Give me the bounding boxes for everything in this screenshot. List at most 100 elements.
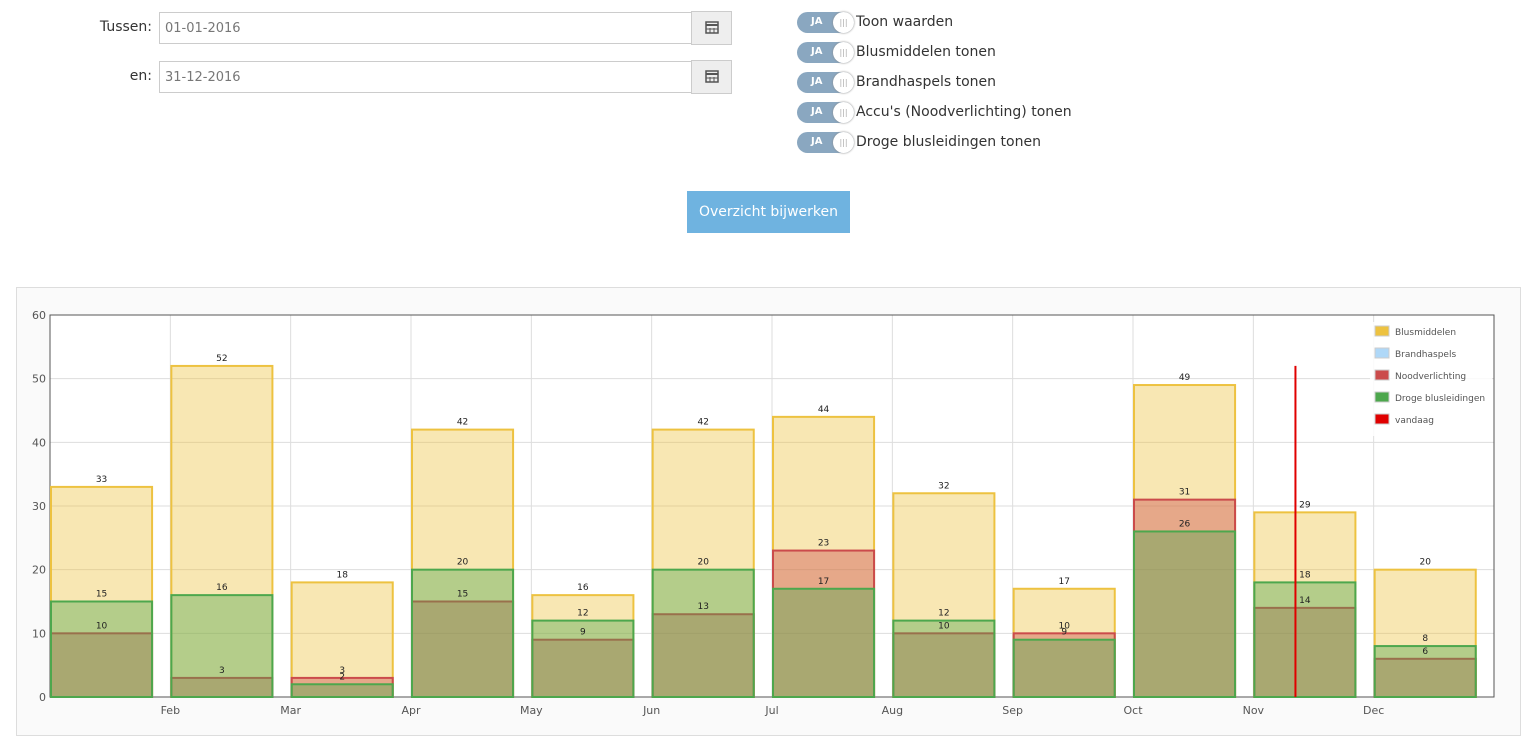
data-label: 14 bbox=[1299, 596, 1311, 606]
bar bbox=[1012, 632, 1116, 698]
bar bbox=[1373, 657, 1477, 698]
y-tick-label: 60 bbox=[32, 309, 46, 322]
data-label: 44 bbox=[818, 405, 830, 415]
data-label: 20 bbox=[697, 558, 709, 568]
legend-label: Droge blusleidingen bbox=[1395, 394, 1485, 404]
toggle-state: JA bbox=[811, 136, 823, 147]
bar bbox=[50, 485, 154, 698]
toggle[interactable]: JA ||| bbox=[797, 42, 854, 63]
legend-swatch bbox=[1374, 347, 1390, 359]
data-label: 12 bbox=[938, 609, 949, 619]
bar bbox=[531, 638, 635, 699]
x-tick-label: Sep bbox=[1002, 704, 1023, 717]
toggle-knob: ||| bbox=[833, 12, 854, 33]
x-tick-label: Jul bbox=[764, 704, 778, 717]
bar bbox=[651, 568, 755, 699]
x-tick-label: Mar bbox=[280, 704, 301, 717]
to-input[interactable]: 31-12-2016 bbox=[159, 61, 692, 93]
bar bbox=[50, 632, 154, 698]
data-label: 42 bbox=[697, 418, 708, 428]
data-label: 16 bbox=[216, 583, 228, 593]
toggle[interactable]: JA ||| bbox=[797, 12, 854, 33]
from-label: Tussen: bbox=[99, 19, 152, 35]
data-label: 3 bbox=[339, 666, 345, 676]
data-label: 3 bbox=[219, 666, 225, 676]
bar bbox=[772, 587, 876, 698]
data-label: 9 bbox=[580, 628, 586, 638]
data-label: 15 bbox=[457, 590, 468, 600]
y-tick-label: 30 bbox=[32, 500, 46, 513]
calendar-icon bbox=[705, 21, 719, 34]
data-label: 20 bbox=[1419, 558, 1431, 568]
bar bbox=[1373, 568, 1477, 699]
toggle-state: JA bbox=[811, 106, 823, 117]
x-tick-label: Dec bbox=[1363, 704, 1384, 717]
bar bbox=[1373, 645, 1477, 698]
legend-box bbox=[1370, 322, 1492, 436]
legend-swatch bbox=[1374, 413, 1390, 425]
data-label: 26 bbox=[1179, 519, 1191, 529]
calendar-button[interactable] bbox=[691, 60, 732, 94]
legend-label: Brandhaspels bbox=[1395, 350, 1456, 360]
toggle-state: JA bbox=[811, 46, 823, 57]
bar bbox=[1012, 587, 1116, 698]
bar bbox=[892, 492, 996, 698]
bar bbox=[892, 619, 996, 698]
x-tick-label: Nov bbox=[1243, 704, 1265, 717]
toggle[interactable]: JA ||| bbox=[797, 102, 854, 123]
toggle[interactable]: JA ||| bbox=[797, 72, 854, 93]
bar bbox=[411, 568, 515, 699]
to-label: en: bbox=[129, 68, 152, 84]
toggle-knob: ||| bbox=[833, 42, 854, 63]
x-tick-label: Feb bbox=[161, 704, 180, 717]
data-label: 17 bbox=[1058, 577, 1069, 587]
legend-swatch bbox=[1374, 391, 1390, 403]
bar bbox=[50, 600, 154, 698]
x-tick-label: Aug bbox=[882, 704, 903, 717]
legend-label: Blusmiddelen bbox=[1395, 328, 1456, 338]
data-label: 10 bbox=[1058, 621, 1070, 631]
data-label: 18 bbox=[336, 570, 348, 580]
x-tick-label: Jun bbox=[642, 704, 660, 717]
data-label: 8 bbox=[1422, 634, 1428, 644]
data-label: 10 bbox=[96, 621, 108, 631]
toggle[interactable]: JA ||| bbox=[797, 132, 854, 153]
submit-button[interactable]: Overzicht bijwerken bbox=[687, 191, 850, 233]
toggle-knob: ||| bbox=[833, 132, 854, 153]
bar bbox=[772, 415, 876, 698]
data-label: 12 bbox=[577, 609, 588, 619]
from-input[interactable]: 01-01-2016 bbox=[159, 12, 692, 44]
legend-label: Noodverlichting bbox=[1395, 372, 1466, 382]
toggle-knob: ||| bbox=[833, 102, 854, 123]
legend-swatch bbox=[1374, 325, 1390, 337]
toggle-label: Accu's (Noodverlichting) tonen bbox=[856, 104, 1072, 120]
y-tick-label: 50 bbox=[32, 373, 46, 386]
data-label: 32 bbox=[938, 481, 949, 491]
bar bbox=[531, 594, 635, 699]
toggle-label: Toon waarden bbox=[856, 14, 954, 30]
bar bbox=[651, 428, 755, 698]
data-label: 6 bbox=[1422, 647, 1428, 657]
y-tick-label: 20 bbox=[32, 564, 46, 577]
bar bbox=[1253, 581, 1357, 699]
toggle-label: Droge blusleidingen tonen bbox=[856, 134, 1041, 150]
bar bbox=[170, 594, 274, 699]
data-label: 42 bbox=[457, 418, 468, 428]
toggle-state: JA bbox=[811, 76, 823, 87]
bar bbox=[531, 619, 635, 698]
y-tick-label: 40 bbox=[32, 436, 46, 449]
data-label: 29 bbox=[1299, 500, 1311, 510]
data-label: 52 bbox=[216, 354, 227, 364]
y-tick-label: 10 bbox=[32, 627, 46, 640]
data-label: 17 bbox=[818, 577, 829, 587]
data-label: 9 bbox=[1061, 628, 1067, 638]
toggle-label: Blusmiddelen tonen bbox=[856, 44, 996, 60]
y-tick-label: 0 bbox=[39, 691, 46, 704]
calendar-icon bbox=[705, 70, 719, 83]
toggle-state: JA bbox=[811, 16, 823, 27]
data-label: 15 bbox=[96, 590, 107, 600]
calendar-button[interactable] bbox=[691, 11, 732, 45]
x-tick-label: Oct bbox=[1123, 704, 1143, 717]
bar bbox=[170, 364, 274, 698]
